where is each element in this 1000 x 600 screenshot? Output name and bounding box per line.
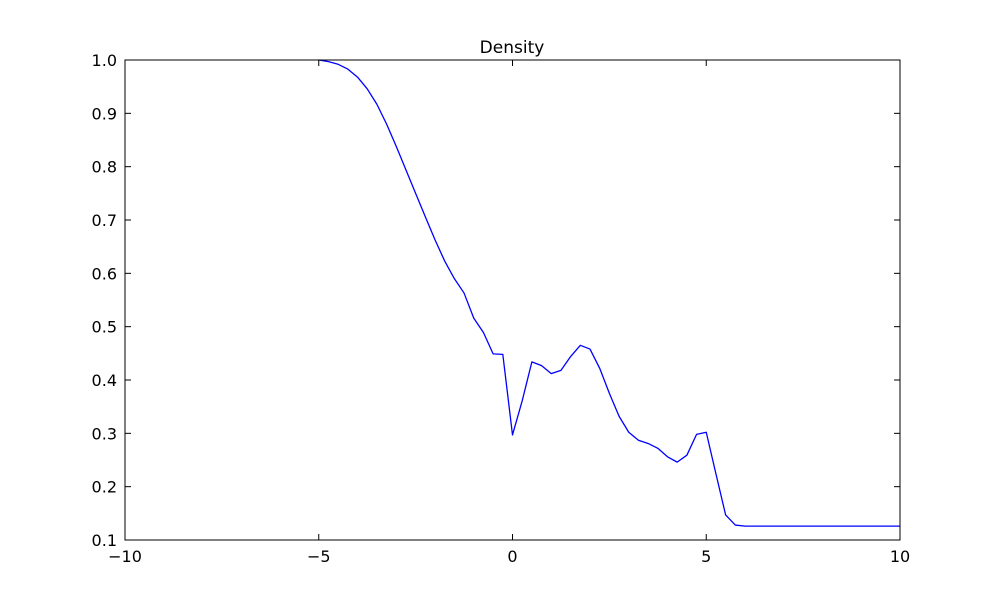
- y-tick-label: 0.1: [92, 531, 117, 550]
- y-tick-label: 0.2: [92, 478, 117, 497]
- y-tick-label: 0.8: [92, 158, 117, 177]
- x-tick-label: 10: [890, 547, 910, 566]
- x-tick-label: 0: [507, 547, 517, 566]
- y-tick-label: 0.3: [92, 424, 117, 443]
- x-tick-label: −10: [108, 547, 142, 566]
- axis-ticks: −10 −5 0 5 10 0.1 0.2 0.3 0.4 0.5 0.6 0.7 0.8 0.9 1.0: [92, 51, 911, 566]
- y-tick-label: 1.0: [92, 51, 117, 70]
- y-tick-label: 0.6: [92, 264, 117, 283]
- y-tick-label: 0.4: [92, 371, 117, 390]
- y-tick-label: 0.7: [92, 211, 117, 230]
- chart-title: Density: [480, 38, 545, 58]
- axes-frame: [124, 59, 901, 541]
- x-tick-label: 5: [701, 547, 711, 566]
- y-tick-label: 0.9: [92, 104, 117, 123]
- series-line-0: [318, 59, 900, 527]
- y-tick-label: 0.5: [92, 318, 117, 337]
- x-tick-label: −5: [307, 547, 331, 566]
- plot-area: [318, 59, 900, 527]
